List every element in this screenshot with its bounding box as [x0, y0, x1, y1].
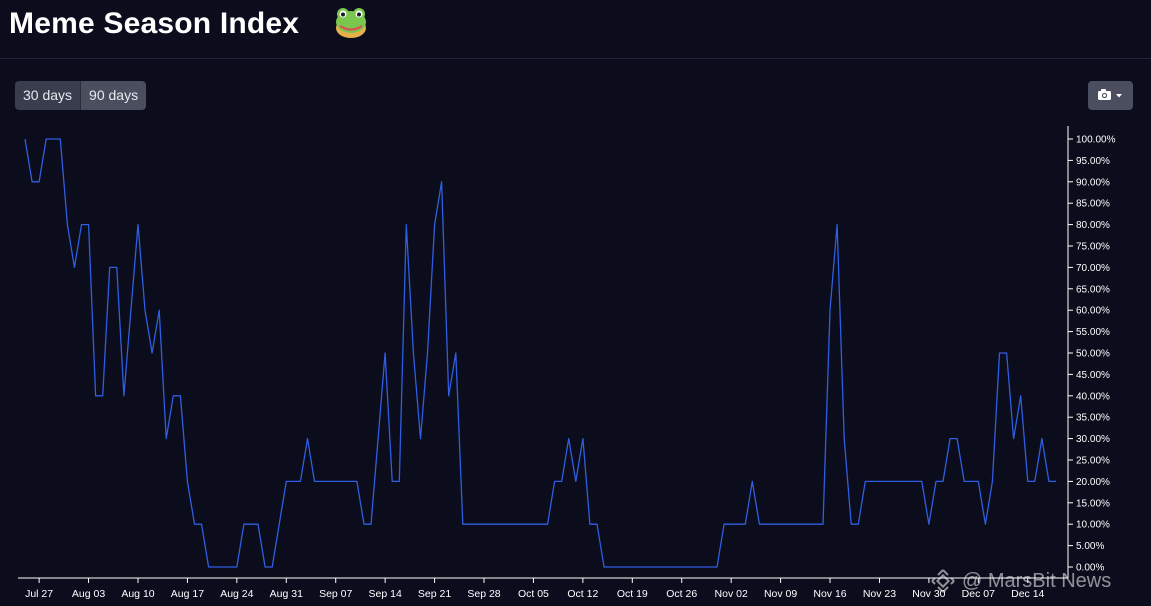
x-tick-label: Oct 12 — [567, 588, 598, 600]
y-tick-label: 80.00% — [1076, 220, 1110, 231]
y-tick-label: 45.00% — [1076, 370, 1110, 381]
y-tick-label: 60.00% — [1076, 306, 1110, 317]
y-tick-label: 40.00% — [1076, 391, 1110, 402]
watermark-text: @ MarsBit News — [962, 569, 1112, 592]
x-tick-label: Oct 19 — [617, 588, 648, 600]
meme-season-index-line — [24, 138, 1056, 568]
export-image-button[interactable] — [1088, 81, 1133, 110]
page-title: Meme Season Index — [9, 7, 300, 40]
y-tick-label: 0.00% — [1076, 563, 1104, 574]
y-tick-label: 90.00% — [1076, 177, 1110, 188]
x-tick-label: Nov 30 — [912, 588, 945, 600]
header: Meme Season Index — [0, 0, 1151, 59]
y-tick-label: 70.00% — [1076, 263, 1110, 274]
camera-icon — [1098, 89, 1122, 100]
y-tick-label: 95.00% — [1076, 156, 1110, 167]
y-tick-label: 65.00% — [1076, 284, 1110, 295]
x-tick-label: Nov 23 — [863, 588, 896, 600]
watermark: @ MarsBit News — [930, 566, 1111, 596]
x-tick-label: Aug 31 — [270, 588, 303, 600]
y-tick-label: 50.00% — [1076, 349, 1110, 360]
range-90-days-button[interactable]: 90 days — [80, 81, 147, 110]
y-tick-label: 30.00% — [1076, 434, 1110, 445]
caret-down-icon — [1116, 94, 1122, 98]
y-tick-label: 10.00% — [1076, 520, 1110, 531]
x-tick-label: Sep 21 — [418, 588, 451, 600]
binance-logo-icon — [931, 569, 955, 593]
x-tick-label: Nov 09 — [764, 588, 797, 600]
range-30-days-button[interactable]: 30 days — [15, 81, 81, 110]
y-tick-label: 75.00% — [1076, 242, 1110, 253]
x-tick-label: Nov 02 — [715, 588, 748, 600]
range-selector: 30 days 90 days — [15, 81, 147, 110]
x-tick-label: Dec 14 — [1011, 588, 1044, 600]
y-tick-label: 35.00% — [1076, 413, 1110, 424]
x-tick-label: Oct 05 — [518, 588, 549, 600]
x-tick-label: Jul 27 — [25, 588, 53, 600]
x-tick-label: Dec 07 — [962, 588, 995, 600]
x-tick-label: Aug 10 — [121, 588, 154, 600]
frog-emoji-icon — [336, 8, 366, 38]
y-tick-label: 25.00% — [1076, 456, 1110, 467]
x-tick-label: Sep 14 — [369, 588, 402, 600]
y-tick-label: 20.00% — [1076, 477, 1110, 488]
x-tick-label: Aug 17 — [171, 588, 204, 600]
x-tick-label: Oct 26 — [666, 588, 697, 600]
x-tick-label: Sep 28 — [467, 588, 500, 600]
y-tick-label: 55.00% — [1076, 327, 1110, 338]
x-tick-label: Aug 24 — [220, 588, 253, 600]
x-tick-label: Nov 16 — [813, 588, 846, 600]
y-tick-label: 100.00% — [1076, 135, 1116, 146]
x-tick-label: Sep 07 — [319, 588, 352, 600]
x-tick-label: Aug 03 — [72, 588, 105, 600]
y-tick-label: 15.00% — [1076, 498, 1110, 509]
y-tick-label: 85.00% — [1076, 199, 1110, 210]
y-tick-label: 5.00% — [1076, 541, 1104, 552]
